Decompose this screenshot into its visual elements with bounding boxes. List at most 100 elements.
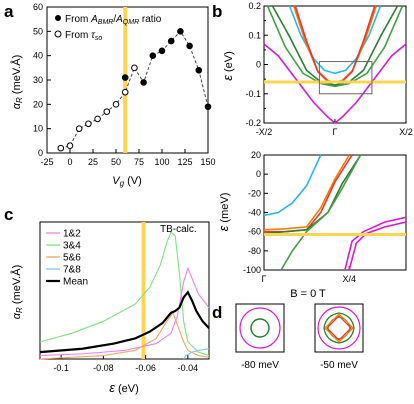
panel-b-top-ytick-label: -0.1 bbox=[245, 89, 261, 99]
band-line bbox=[263, 43, 407, 125]
panel-b-top-ylabel: ε (eV) bbox=[220, 51, 235, 81]
panel-b-zoom-box bbox=[318, 61, 373, 95]
panel-label-a: a bbox=[4, 2, 14, 21]
panel-b-top-ytick-label: 0.2 bbox=[248, 1, 261, 11]
legend-label: Mean bbox=[63, 277, 88, 288]
data-point-open bbox=[121, 88, 129, 96]
legend-label: 7&8 bbox=[63, 265, 81, 276]
data-point-open bbox=[66, 142, 74, 149]
panel-b-bottom-ytick-label: 0 bbox=[256, 169, 261, 179]
panel-c-frame bbox=[39, 221, 210, 360]
data-point-open bbox=[57, 144, 65, 152]
panel-label-b: b bbox=[212, 2, 222, 21]
panel-b-bottom-ytick-label: -40 bbox=[248, 208, 261, 218]
band-line bbox=[271, 5, 399, 86]
panel-d: B = 0 T -80 meV -50 meV bbox=[235, 288, 364, 371]
panel-b-top-xtick-label: X/2 bbox=[399, 127, 413, 137]
panel-d-inset-1-label: -80 meV bbox=[241, 360, 279, 371]
band-line bbox=[263, 154, 322, 217]
band-line bbox=[266, 5, 404, 88]
panel-a-ytick-label: 60 bbox=[33, 2, 43, 12]
data-point-filled bbox=[167, 37, 175, 45]
data-point-open bbox=[94, 115, 101, 123]
band-line bbox=[344, 216, 407, 271]
data-point-open bbox=[75, 125, 83, 132]
panel-a-xtick-label: 50 bbox=[111, 157, 121, 167]
panel-a-ytick-label: 20 bbox=[33, 99, 43, 109]
legend-label: 5&6 bbox=[63, 253, 81, 264]
panel-d-inset-1-frame bbox=[235, 303, 285, 353]
data-point-open bbox=[112, 101, 120, 108]
panel-a-legend-open: From τso bbox=[65, 30, 102, 42]
fermi-contour-outer bbox=[317, 306, 361, 350]
data-point-filled bbox=[121, 74, 129, 81]
data-point-open bbox=[131, 64, 138, 72]
panel-c-ylabel: αR (meV.Å) bbox=[10, 265, 24, 319]
series-line bbox=[39, 290, 210, 354]
fermi-contour-outer bbox=[239, 307, 281, 349]
data-point-filled bbox=[204, 103, 212, 111]
panel-b-top-plot: -0.2 -0.1 0 0.1 0.2 -X/2 Γ X/2 ε (eV) bbox=[220, 1, 413, 137]
band-line bbox=[348, 221, 407, 271]
legend-marker-open bbox=[54, 30, 62, 38]
panel-a-xtick-label: 150 bbox=[200, 157, 215, 167]
fermi-contour-green-inner bbox=[327, 316, 351, 340]
panel-b-bottom-plot: -100 -80 -60 -40 -20 0 20 Γ X/4 ε (meV) bbox=[216, 150, 407, 284]
panel-b-top-ytick-label: 0 bbox=[256, 60, 261, 70]
panel-b-top-xtick-label: -X/2 bbox=[256, 127, 273, 137]
panel-a-xtick-label: 25 bbox=[88, 157, 98, 167]
panel-c-xtick-label: -0.06 bbox=[135, 363, 156, 373]
fermi-contour-green-outer bbox=[323, 312, 355, 344]
panel-a-ytick-label: 10 bbox=[33, 124, 43, 134]
panel-c-xtick-label: -0.1 bbox=[53, 363, 69, 373]
fermi-contour-red bbox=[326, 315, 352, 341]
series-line bbox=[39, 231, 210, 357]
panel-c-xlabel: ε (eV) bbox=[109, 380, 139, 395]
panel-b-bottom-xtick-label: Γ bbox=[262, 274, 267, 284]
panel-c-xtick-label: -0.04 bbox=[178, 363, 199, 373]
data-point-filled bbox=[177, 28, 184, 35]
panel-b-top-xtick-label: Γ bbox=[333, 127, 338, 137]
panel-b-bottom-ytick-label: -80 bbox=[248, 246, 261, 256]
panel-d-title: B = 0 T bbox=[290, 288, 326, 300]
panel-a-ytick-label: 30 bbox=[33, 75, 43, 85]
panel-a-xtick-label: 75 bbox=[134, 157, 144, 167]
panel-a-xtick-label: 125 bbox=[177, 157, 192, 167]
panel-a-ytick-label: 0 bbox=[38, 148, 43, 158]
panel-a-ytick-label: 50 bbox=[33, 26, 43, 36]
panel-label-d: d bbox=[212, 303, 222, 322]
panel-a-legend-filled: From ABMR/AQMR ratio bbox=[65, 14, 162, 26]
panel-b-bottom-ylabel: ε (meV) bbox=[216, 193, 231, 232]
panel-b-bottom-xtick-label: X/4 bbox=[342, 274, 356, 284]
panel-b-bottom-ytick-label: -100 bbox=[243, 265, 261, 275]
panel-b-bottom-ytick-label: -60 bbox=[248, 227, 261, 237]
band-line bbox=[263, 154, 350, 231]
legend-label: 3&4 bbox=[63, 241, 81, 252]
legend-label: 1&2 bbox=[63, 229, 81, 240]
panel-b-top-ytick-label: -0.2 bbox=[245, 118, 261, 128]
panel-b-bottom-ytick-label: 20 bbox=[251, 150, 261, 160]
panel-b-bottom-ytick-label: -20 bbox=[248, 188, 261, 198]
panel-a-ylabel: αR (meV.Å) bbox=[10, 55, 24, 109]
panel-a-ytick-label: 40 bbox=[33, 51, 43, 61]
data-point-filled bbox=[195, 66, 203, 74]
data-point-filled bbox=[140, 79, 147, 86]
data-point-open bbox=[103, 108, 111, 115]
panel-b-top-ytick-label: 0.1 bbox=[248, 30, 261, 40]
panel-label-c: c bbox=[4, 205, 13, 224]
panel-a-xtick-label: -25 bbox=[40, 157, 53, 167]
series-line bbox=[39, 266, 210, 357]
panel-d-inset-2-frame bbox=[314, 303, 364, 353]
panel-a-dashed-guide bbox=[60, 30, 209, 149]
panel-a-xtick-label: 0 bbox=[67, 157, 72, 167]
series-line bbox=[183, 348, 210, 360]
data-point-open bbox=[85, 120, 92, 128]
panel-b-bottom-frame bbox=[263, 154, 407, 271]
panel-a-xtick-label: 100 bbox=[154, 157, 169, 167]
band-line bbox=[280, 154, 362, 271]
panel-a-frame bbox=[46, 6, 209, 154]
panel-c-annotation: TB-calc. bbox=[160, 224, 197, 235]
